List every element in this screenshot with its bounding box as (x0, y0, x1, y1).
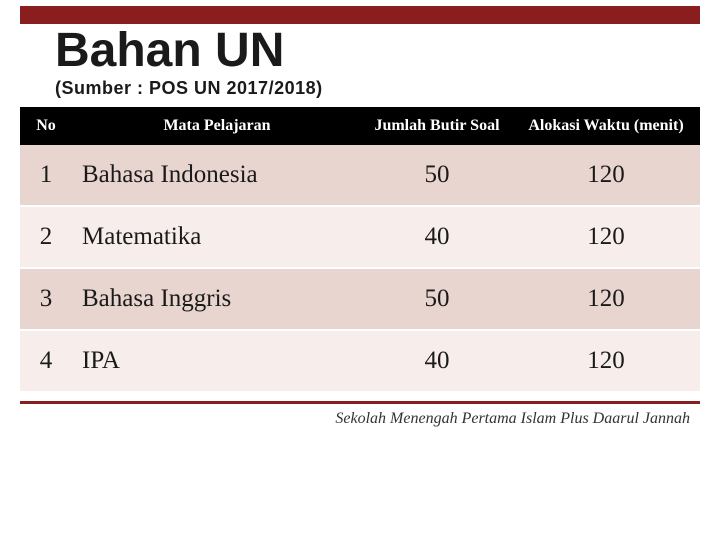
table-row: 4 IPA 40 120 (20, 330, 700, 392)
cell-items: 50 (362, 145, 512, 206)
cell-minutes: 120 (512, 268, 700, 330)
accent-bar (20, 6, 700, 24)
title-block: Bahan UN (Sumber : POS UN 2017/2018) (0, 26, 720, 99)
col-header-no: No (20, 107, 72, 145)
col-header-minutes: Alokasi Waktu (menit) (512, 107, 700, 145)
cell-no: 2 (20, 206, 72, 268)
cell-items: 40 (362, 206, 512, 268)
cell-items: 50 (362, 268, 512, 330)
cell-subject: Bahasa Indonesia (72, 145, 362, 206)
cell-subject: IPA (72, 330, 362, 392)
page-title: Bahan UN (55, 26, 665, 76)
cell-minutes: 120 (512, 145, 700, 206)
cell-no: 3 (20, 268, 72, 330)
cell-no: 1 (20, 145, 72, 206)
footer-text: Sekolah Menengah Pertama Islam Plus Daar… (0, 404, 720, 428)
subjects-table: No Mata Pelajaran Jumlah Butir Soal Alok… (20, 107, 700, 393)
cell-items: 40 (362, 330, 512, 392)
page-subtitle: (Sumber : POS UN 2017/2018) (55, 78, 665, 99)
cell-no: 4 (20, 330, 72, 392)
table-header-row: No Mata Pelajaran Jumlah Butir Soal Alok… (20, 107, 700, 145)
table-row: 2 Matematika 40 120 (20, 206, 700, 268)
cell-minutes: 120 (512, 206, 700, 268)
table-container: No Mata Pelajaran Jumlah Butir Soal Alok… (0, 99, 720, 393)
cell-minutes: 120 (512, 330, 700, 392)
cell-subject: Bahasa Inggris (72, 268, 362, 330)
table-row: 1 Bahasa Indonesia 50 120 (20, 145, 700, 206)
table-row: 3 Bahasa Inggris 50 120 (20, 268, 700, 330)
cell-subject: Matematika (72, 206, 362, 268)
col-header-subject: Mata Pelajaran (72, 107, 362, 145)
col-header-items: Jumlah Butir Soal (362, 107, 512, 145)
